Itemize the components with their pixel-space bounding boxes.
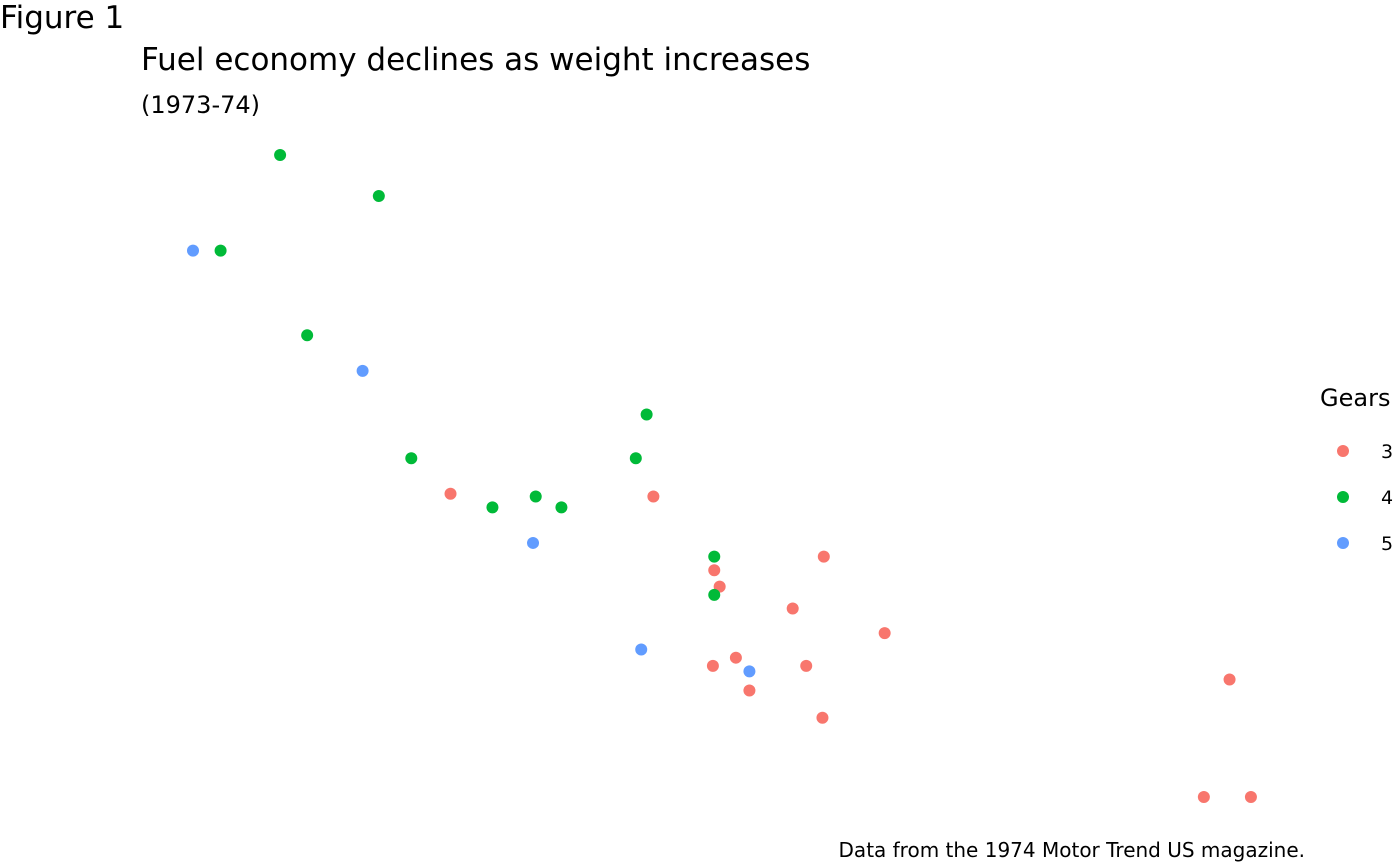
data-point [1244,791,1257,804]
data-point [786,602,799,615]
chart-subtitle: (1973-74) [141,91,261,119]
data-point [527,536,540,549]
data-point [878,627,891,640]
data-point [629,452,642,465]
data-point [800,659,813,672]
data-point [486,501,499,514]
data-point [274,149,287,161]
data-point [214,244,227,257]
legend-label-4: 4 [1381,487,1393,509]
data-point [708,550,721,563]
data-point [356,364,369,377]
legend-label-3: 3 [1381,441,1393,463]
data-point [816,711,829,724]
data-point [1197,791,1210,804]
data-point [301,329,314,342]
data-point [743,684,756,697]
legend-key-5 [1337,537,1349,549]
data-point [708,564,721,577]
data-point [529,490,542,503]
chart-caption: Data from the 1974 Motor Trend US magazi… [838,838,1305,862]
data-point [729,651,742,664]
data-point [635,643,648,656]
data-point [555,501,568,514]
legend-label-5: 5 [1381,533,1393,555]
data-point [708,588,721,601]
data-point [706,659,719,672]
data-point [444,487,457,500]
chart-title: Fuel economy declines as weight increase… [141,42,811,78]
figure-label: Figure 1 [0,0,125,36]
data-point [817,550,830,563]
data-point [187,244,199,257]
data-point [1223,673,1236,686]
legend-key-3 [1337,445,1349,457]
legend-key-4 [1337,491,1349,503]
data-point [640,408,653,421]
legend-title: Gears [1320,384,1391,412]
data-point [405,452,418,465]
data-point [372,189,385,202]
data-point [647,490,660,503]
data-point [743,665,756,678]
